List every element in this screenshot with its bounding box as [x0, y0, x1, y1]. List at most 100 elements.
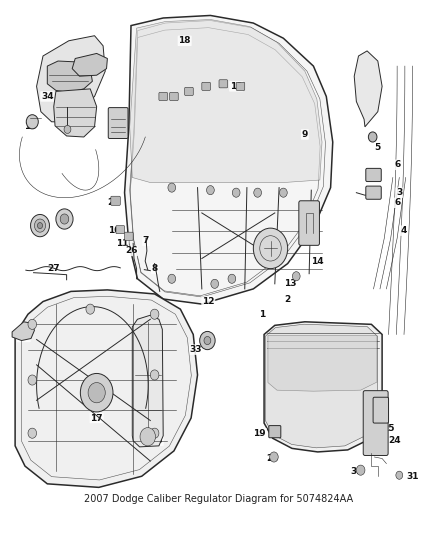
Circle shape — [253, 228, 288, 269]
Text: 28: 28 — [78, 64, 90, 73]
Text: 29: 29 — [58, 216, 71, 225]
Polygon shape — [15, 290, 198, 487]
Circle shape — [140, 427, 155, 446]
FancyBboxPatch shape — [219, 80, 228, 88]
Circle shape — [37, 223, 42, 229]
Polygon shape — [265, 324, 378, 448]
Text: 18: 18 — [178, 36, 191, 45]
Polygon shape — [54, 89, 97, 137]
Text: 9: 9 — [302, 130, 308, 139]
Text: 10: 10 — [108, 226, 120, 235]
FancyBboxPatch shape — [159, 92, 167, 101]
Text: 13: 13 — [283, 279, 296, 288]
Polygon shape — [72, 53, 107, 76]
Text: 2: 2 — [285, 295, 291, 303]
Text: 26: 26 — [125, 246, 137, 255]
Circle shape — [204, 336, 211, 344]
Circle shape — [64, 125, 71, 133]
Text: 21: 21 — [371, 414, 384, 423]
FancyBboxPatch shape — [111, 196, 120, 205]
Circle shape — [200, 332, 215, 350]
Text: 6: 6 — [394, 198, 400, 207]
Text: 27: 27 — [47, 264, 60, 273]
Polygon shape — [264, 322, 382, 452]
Circle shape — [150, 309, 159, 319]
FancyBboxPatch shape — [202, 82, 210, 91]
Text: 4: 4 — [400, 226, 407, 235]
FancyBboxPatch shape — [236, 82, 245, 91]
Text: 31: 31 — [406, 472, 418, 481]
Circle shape — [232, 188, 240, 197]
Circle shape — [168, 183, 176, 192]
Circle shape — [31, 214, 49, 237]
Text: 16: 16 — [151, 437, 163, 445]
Circle shape — [35, 219, 46, 232]
Text: 20: 20 — [266, 454, 279, 463]
FancyBboxPatch shape — [299, 201, 319, 245]
Text: 11: 11 — [116, 239, 129, 248]
Text: 30: 30 — [32, 224, 45, 232]
Text: 25: 25 — [382, 424, 395, 433]
Text: 19: 19 — [230, 82, 243, 91]
Circle shape — [88, 383, 105, 403]
Text: 32: 32 — [350, 467, 363, 475]
Text: 19: 19 — [254, 429, 266, 438]
Text: 34: 34 — [41, 92, 53, 101]
Circle shape — [150, 370, 159, 380]
Text: 24: 24 — [389, 437, 401, 445]
Text: 14: 14 — [311, 256, 324, 265]
Circle shape — [207, 185, 214, 195]
Text: 12: 12 — [202, 297, 215, 306]
Text: 6: 6 — [394, 160, 400, 169]
FancyBboxPatch shape — [269, 425, 281, 438]
Polygon shape — [12, 322, 35, 341]
Polygon shape — [124, 15, 333, 304]
Text: 2007 Dodge Caliber Regulator Diagram for 5074824AA: 2007 Dodge Caliber Regulator Diagram for… — [85, 494, 353, 504]
Text: 17: 17 — [90, 414, 103, 423]
FancyBboxPatch shape — [108, 108, 128, 139]
Text: 33: 33 — [189, 345, 201, 354]
Polygon shape — [354, 51, 382, 127]
Circle shape — [396, 471, 403, 479]
Circle shape — [228, 274, 236, 284]
Circle shape — [368, 132, 377, 142]
Circle shape — [86, 304, 95, 314]
Circle shape — [357, 465, 365, 475]
Text: 23: 23 — [108, 198, 120, 207]
Polygon shape — [132, 315, 163, 447]
Text: 1: 1 — [259, 310, 265, 319]
Text: 8: 8 — [152, 264, 158, 273]
Circle shape — [254, 188, 261, 197]
FancyBboxPatch shape — [124, 232, 133, 240]
Text: 3: 3 — [396, 188, 403, 197]
Text: 32: 32 — [202, 337, 215, 346]
FancyBboxPatch shape — [366, 168, 381, 182]
Circle shape — [28, 428, 36, 438]
Text: 7: 7 — [143, 236, 149, 245]
Text: 22: 22 — [112, 123, 124, 131]
FancyBboxPatch shape — [366, 186, 381, 199]
Circle shape — [279, 188, 287, 197]
FancyBboxPatch shape — [373, 397, 389, 423]
FancyBboxPatch shape — [170, 92, 178, 101]
Text: 28: 28 — [18, 333, 30, 342]
Circle shape — [60, 214, 69, 224]
Circle shape — [28, 375, 36, 385]
Text: 15: 15 — [24, 123, 36, 131]
Polygon shape — [130, 20, 322, 182]
FancyBboxPatch shape — [185, 87, 193, 95]
Circle shape — [80, 374, 113, 412]
Polygon shape — [268, 335, 377, 391]
Circle shape — [150, 428, 159, 438]
Circle shape — [56, 209, 73, 229]
Circle shape — [211, 279, 219, 288]
Circle shape — [26, 115, 38, 129]
Circle shape — [168, 274, 176, 284]
Circle shape — [293, 272, 300, 281]
Polygon shape — [36, 36, 105, 122]
FancyBboxPatch shape — [116, 225, 124, 233]
Circle shape — [28, 319, 36, 329]
Circle shape — [270, 452, 278, 462]
FancyBboxPatch shape — [363, 391, 388, 456]
Text: 5: 5 — [374, 143, 381, 151]
